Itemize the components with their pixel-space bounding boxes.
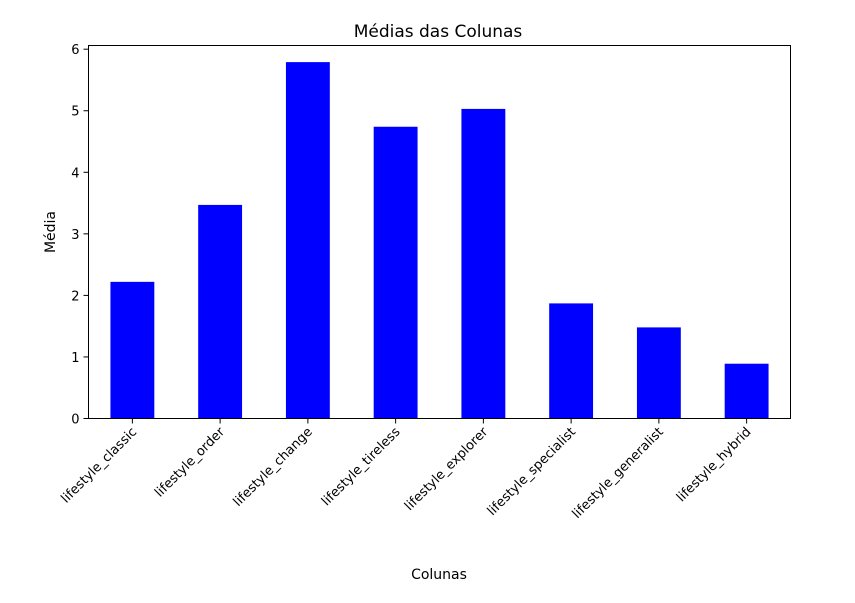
y-tick-label: 6: [71, 43, 79, 58]
x-tick-label: lifestyle_explorer: [402, 424, 492, 514]
y-tick-label: 4: [71, 166, 79, 181]
y-axis-ticks: 0 1 2 3 4 5 6: [71, 43, 89, 428]
y-tick-label: 5: [71, 105, 79, 120]
x-axis-ticks: lifestyle_classic lifestyle_order lifestyl…: [59, 418, 755, 522]
x-axis-label: Colunas: [411, 567, 467, 583]
bar-lifestyle_hybrid: [724, 363, 769, 419]
bars-group: [110, 62, 769, 419]
x-tick-label: lifestyle_order: [152, 424, 228, 500]
x-tick-label: lifestyle_generalist: [570, 425, 667, 522]
bar-lifestyle_specialist: [549, 303, 594, 419]
plot-frame: [88, 45, 791, 419]
y-tick-label: 0: [71, 413, 79, 428]
chart-title: Médias das Colunas: [354, 22, 523, 42]
bar-lifestyle_explorer: [461, 108, 506, 419]
bar-lifestyle_generalist: [636, 327, 681, 419]
y-tick-label: 2: [71, 289, 79, 304]
x-tick-label: lifestyle_change: [231, 425, 316, 510]
x-tick-label: lifestyle_classic: [59, 425, 141, 507]
y-axis-label: Média: [43, 211, 59, 253]
x-tick-label: lifestyle_tireless: [319, 425, 404, 510]
bar-lifestyle_classic: [110, 281, 155, 419]
y-tick-label: 1: [71, 351, 79, 366]
y-tick-label: 3: [71, 228, 79, 243]
bar-lifestyle_tireless: [373, 126, 418, 419]
bar-lifestyle_change: [285, 62, 330, 419]
x-tick-label: lifestyle_specialist: [485, 425, 579, 519]
bar-lifestyle_order: [198, 204, 243, 419]
x-tick-label: lifestyle_hybrid: [674, 425, 755, 506]
